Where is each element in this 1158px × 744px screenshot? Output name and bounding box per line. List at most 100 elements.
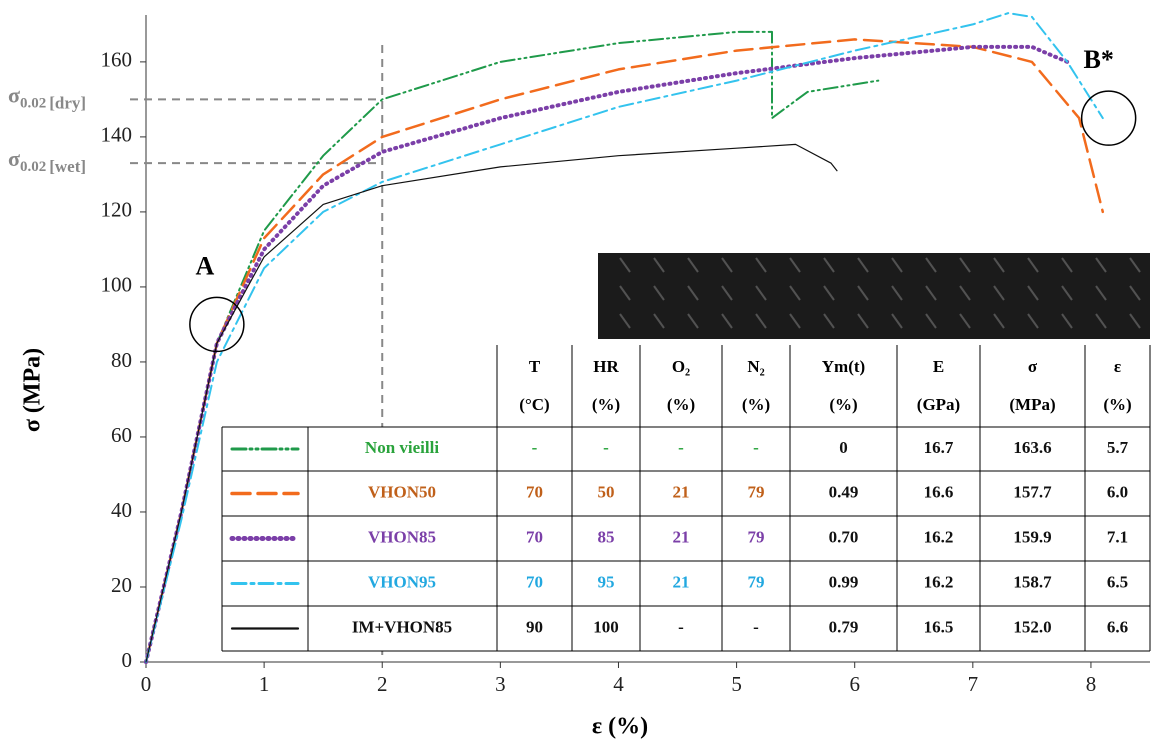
series-line: [145, 12, 1104, 663]
y-tick-label: 0: [122, 648, 133, 672]
table-cell: 0.70: [829, 527, 859, 546]
reference-suffix: [dry]: [49, 93, 86, 112]
x-tick-label: 6: [849, 672, 860, 696]
table-cell: 158.7: [1013, 572, 1052, 591]
y-tick-label: 160: [101, 48, 133, 72]
table-header: (GPa): [917, 395, 960, 414]
table-cell: 50: [598, 482, 615, 501]
legend-label: VHON50: [368, 482, 436, 501]
table-cell: 100: [593, 617, 619, 636]
table-header: O₂: [672, 357, 690, 376]
point-marker: [189, 296, 245, 353]
table-cell: 21: [673, 572, 690, 591]
table-header: (°C): [519, 395, 549, 414]
table-header: (MPa): [1009, 395, 1055, 414]
y-tick-label: 140: [101, 123, 133, 147]
y-tick-label: 120: [101, 198, 133, 222]
table-background: [497, 345, 1150, 427]
photo: [598, 253, 1150, 339]
x-tick-label: 7: [968, 672, 979, 696]
table-header: (%): [829, 395, 857, 414]
legend-label: IM+VHON85: [352, 617, 452, 636]
x-tick-label: 0: [141, 672, 152, 696]
table-cell: 163.6: [1013, 438, 1051, 457]
table-cell: 16.5: [924, 617, 954, 636]
legend-label: VHON95: [368, 572, 436, 591]
x-tick-label: 8: [1086, 672, 1097, 696]
x-tick-label: 5: [731, 672, 742, 696]
table-cell: 0.99: [829, 572, 859, 591]
table-cell: 16.6: [924, 482, 954, 501]
x-tick-label: 1: [259, 672, 270, 696]
table-cell: 0.49: [829, 482, 859, 501]
reference-symbol: σ: [8, 146, 20, 171]
table-cell: -: [753, 617, 759, 636]
x-axis-label: ε (%): [592, 714, 648, 740]
table-cell: 21: [673, 527, 690, 546]
table-cell: 90: [526, 617, 543, 636]
y-tick-label: 100: [101, 273, 133, 297]
reference-label: σ0.02 [wet]: [8, 146, 86, 176]
x-tick-label: 4: [613, 672, 624, 696]
table-cell: 79: [748, 482, 765, 501]
table-cell: 16.7: [924, 438, 954, 457]
y-tick-label: 60: [111, 423, 132, 447]
table-cell: 95: [598, 572, 615, 591]
legend-label: VHON85: [368, 527, 436, 546]
table-cell: -: [678, 438, 684, 457]
point-label: B*: [1083, 45, 1113, 74]
table-header: HR: [593, 357, 619, 376]
reference-subscript: 0.02: [20, 160, 46, 176]
table-cell: 0.79: [829, 617, 859, 636]
table-background: [222, 427, 1150, 651]
table-cell: 79: [748, 527, 765, 546]
table-cell: 70: [526, 572, 543, 591]
table-header: N₂: [747, 357, 764, 376]
reference-subscript: 0.02: [20, 96, 46, 112]
y-tick-label: 80: [111, 348, 132, 372]
table-cell: 21: [673, 482, 690, 501]
y-axis-label: σ (MPa): [20, 348, 46, 432]
table-cell: -: [603, 438, 609, 457]
table-header: E: [933, 357, 944, 376]
table-cell: 16.2: [924, 527, 954, 546]
table-header: T: [529, 357, 541, 376]
table-cell: 157.7: [1013, 482, 1052, 501]
table-cell: 70: [526, 527, 543, 546]
table-cell: 159.9: [1013, 527, 1051, 546]
series-line: [144, 38, 1105, 664]
table-cell: 79: [748, 572, 765, 591]
table-cell: 6.0: [1107, 482, 1128, 501]
table-header: Ym(t): [822, 357, 865, 376]
reference-label: σ0.02 [dry]: [8, 82, 86, 112]
table-cell: 0: [839, 438, 848, 457]
table-header: (%): [667, 395, 695, 414]
series-line: [145, 143, 838, 663]
table-header: (%): [592, 395, 620, 414]
table-cell: -: [532, 438, 538, 457]
table-cell: -: [753, 438, 759, 457]
legend-label: Non vieilli: [365, 438, 439, 457]
y-tick-label: 40: [111, 498, 132, 522]
y-tick-label: 20: [111, 573, 132, 597]
table-cell: 6.6: [1107, 617, 1128, 636]
table-cell: -: [678, 617, 684, 636]
table-cell: 7.1: [1107, 527, 1128, 546]
table-cell: 16.2: [924, 572, 954, 591]
point-marker: [1080, 90, 1137, 146]
reference-symbol: σ: [8, 82, 20, 107]
table-cell: 152.0: [1013, 617, 1051, 636]
table-header: (%): [742, 395, 770, 414]
x-tick-label: 2: [377, 672, 388, 696]
table-header: ε: [1114, 357, 1121, 376]
table-cell: 6.5: [1107, 572, 1128, 591]
point-label: A: [195, 251, 214, 280]
x-tick-label: 3: [495, 672, 506, 696]
reference-suffix: [wet]: [49, 157, 86, 176]
table-cell: 70: [526, 482, 543, 501]
table-header: (%): [1103, 395, 1131, 414]
table-cell: 5.7: [1107, 438, 1129, 457]
table-header: σ: [1028, 357, 1038, 376]
table-cell: 85: [598, 527, 615, 546]
